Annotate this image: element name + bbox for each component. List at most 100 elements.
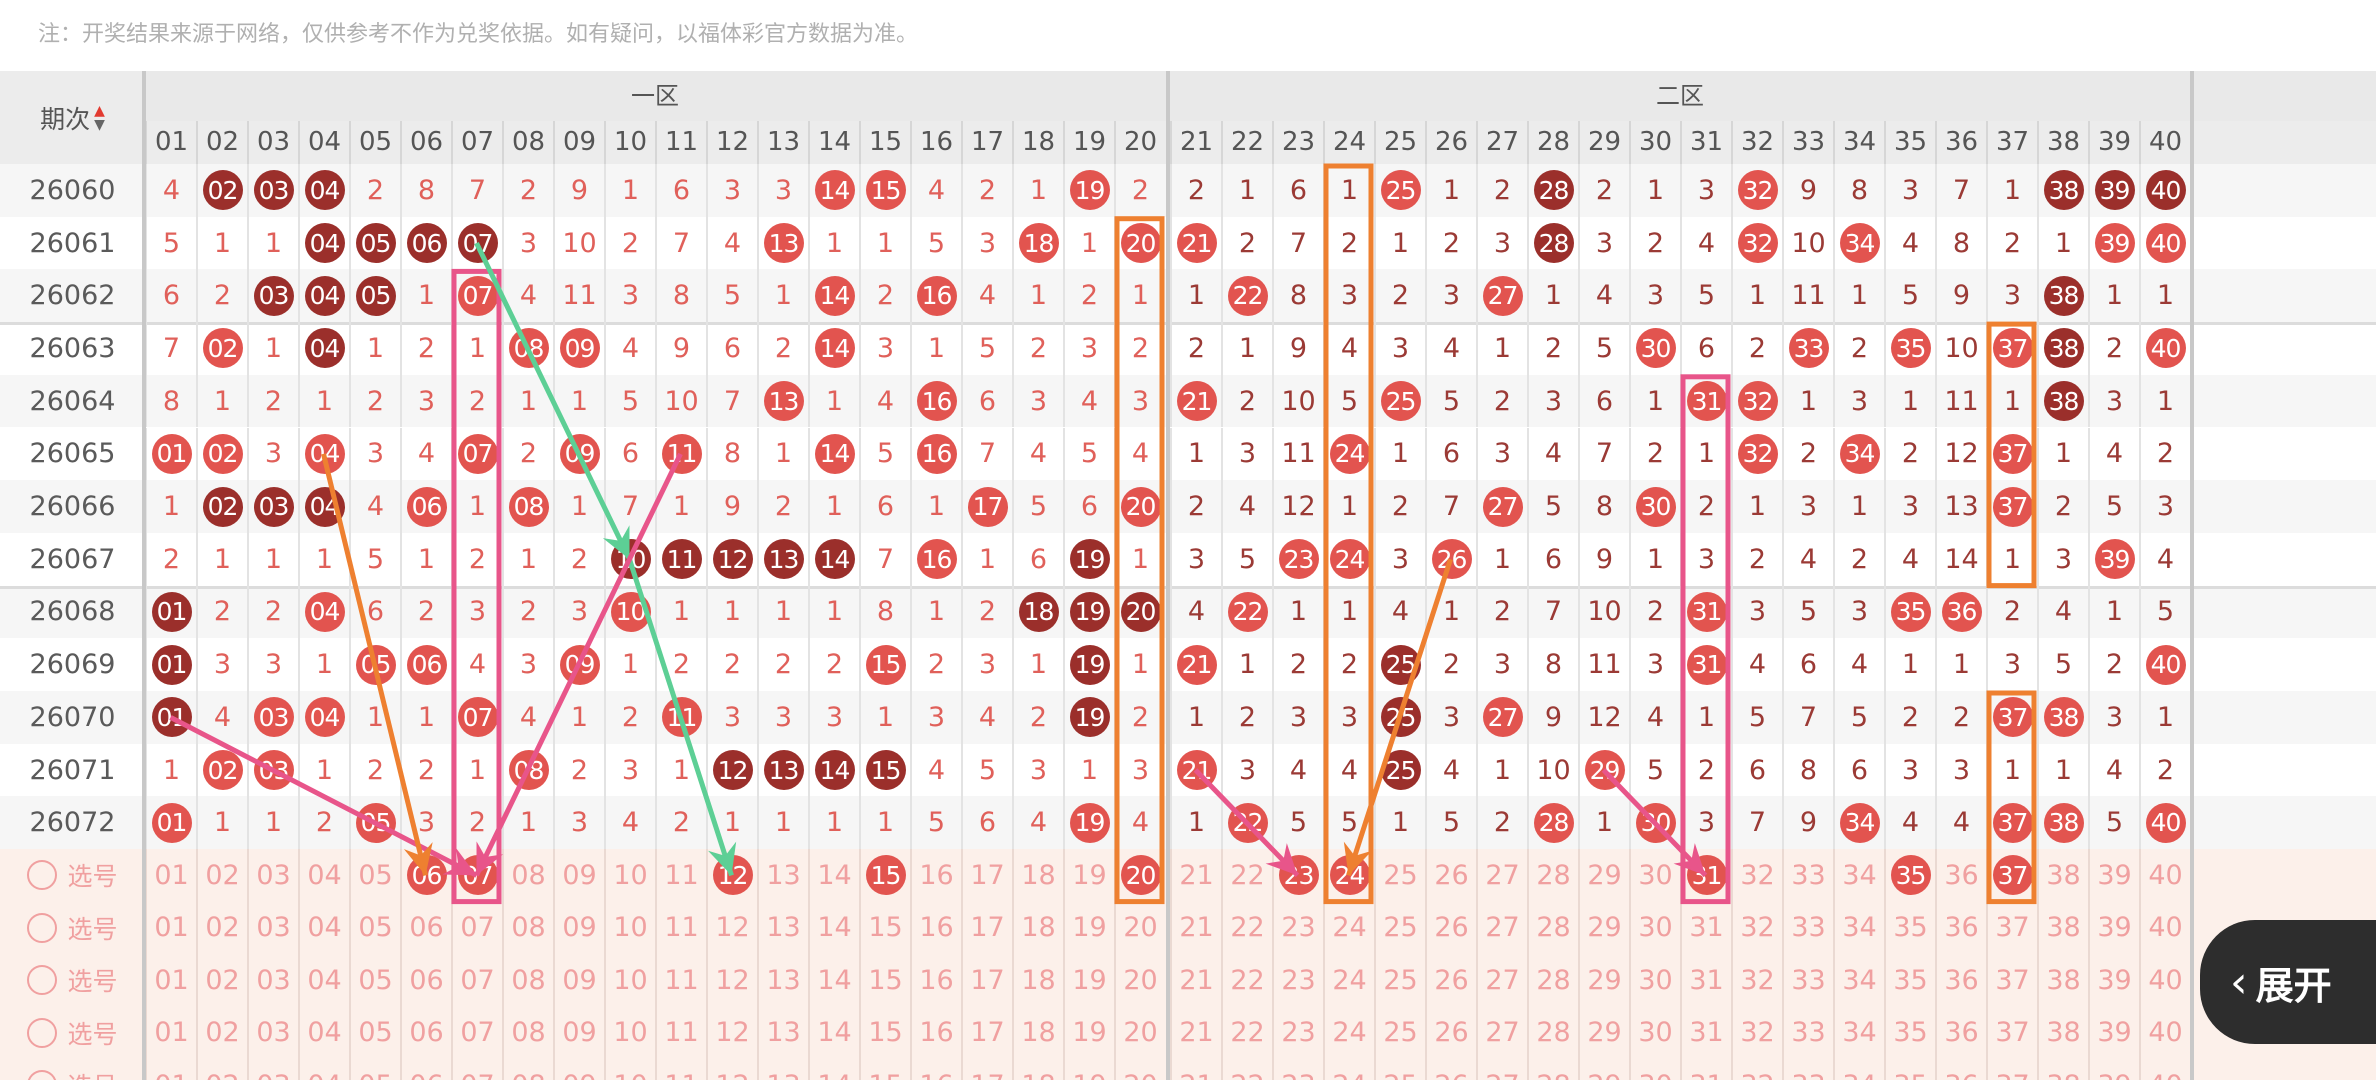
select-number-19[interactable]: 19 bbox=[1063, 954, 1114, 1007]
select-number-32[interactable]: 32 bbox=[1731, 954, 1782, 1007]
number-header-06[interactable]: 06 bbox=[400, 121, 451, 164]
select-number-06[interactable]: 06 bbox=[400, 901, 451, 955]
select-number-21[interactable]: 21 bbox=[1170, 1006, 1221, 1060]
select-number-01[interactable]: 01 bbox=[145, 849, 196, 902]
number-header-14[interactable]: 14 bbox=[808, 121, 859, 164]
selected-ball[interactable]: 07 bbox=[457, 855, 498, 896]
select-row-label[interactable]: 选号 bbox=[0, 902, 145, 955]
select-number-29[interactable]: 29 bbox=[1578, 954, 1629, 1007]
select-number-28[interactable]: 28 bbox=[1527, 901, 1578, 955]
number-header-20[interactable]: 20 bbox=[1114, 121, 1165, 164]
select-number-10[interactable]: 10 bbox=[604, 1006, 655, 1060]
select-number-19[interactable]: 19 bbox=[1063, 901, 1114, 955]
select-number-27[interactable]: 27 bbox=[1476, 1059, 1527, 1080]
expand-button[interactable]: ‹ 展开 bbox=[2200, 920, 2376, 1044]
select-number-17[interactable]: 17 bbox=[961, 1006, 1012, 1060]
number-header-40[interactable]: 40 bbox=[2139, 121, 2190, 164]
select-number-21[interactable]: 21 bbox=[1170, 901, 1221, 955]
selected-ball[interactable]: 20 bbox=[1120, 855, 1161, 896]
select-number-31[interactable]: 31 bbox=[1680, 1059, 1731, 1080]
select-number-36[interactable]: 36 bbox=[1935, 1006, 1986, 1060]
select-number-11[interactable]: 11 bbox=[655, 849, 706, 902]
select-number-10[interactable]: 10 bbox=[604, 901, 655, 955]
number-header-29[interactable]: 29 bbox=[1578, 121, 1629, 164]
select-number-01[interactable]: 01 bbox=[145, 1006, 196, 1060]
select-number-15[interactable]: 15 bbox=[859, 1059, 910, 1080]
select-number-34[interactable]: 34 bbox=[1833, 1006, 1884, 1060]
number-header-05[interactable]: 05 bbox=[349, 121, 400, 164]
number-header-21[interactable]: 21 bbox=[1170, 121, 1221, 164]
select-number-14[interactable]: 14 bbox=[808, 1006, 859, 1060]
select-number-24[interactable]: 24 bbox=[1323, 954, 1374, 1007]
select-number-18[interactable]: 18 bbox=[1012, 901, 1063, 955]
select-number-13[interactable]: 13 bbox=[757, 1006, 808, 1060]
number-header-28[interactable]: 28 bbox=[1527, 121, 1578, 164]
select-number-11[interactable]: 11 bbox=[655, 1006, 706, 1060]
select-number-25[interactable]: 25 bbox=[1374, 1006, 1425, 1060]
select-number-08[interactable]: 08 bbox=[502, 954, 553, 1007]
select-number-07[interactable]: 07 bbox=[451, 901, 502, 955]
select-number-13[interactable]: 13 bbox=[757, 1059, 808, 1080]
select-number-40[interactable]: 40 bbox=[2139, 849, 2190, 902]
selected-ball[interactable]: 37 bbox=[1992, 855, 2033, 896]
number-header-19[interactable]: 19 bbox=[1063, 121, 1114, 164]
number-header-27[interactable]: 27 bbox=[1476, 121, 1527, 164]
select-number-27[interactable]: 27 bbox=[1476, 849, 1527, 902]
select-number-02[interactable]: 02 bbox=[196, 1059, 247, 1080]
select-number-12[interactable]: 12 bbox=[706, 1006, 757, 1060]
select-number-37[interactable]: 37 bbox=[1986, 849, 2037, 902]
select-number-35[interactable]: 35 bbox=[1884, 849, 1935, 902]
select-number-37[interactable]: 37 bbox=[1986, 901, 2037, 955]
select-number-36[interactable]: 36 bbox=[1935, 849, 1986, 902]
select-number-30[interactable]: 30 bbox=[1629, 1059, 1680, 1080]
select-number-02[interactable]: 02 bbox=[196, 1006, 247, 1060]
select-number-14[interactable]: 14 bbox=[808, 901, 859, 955]
select-number-32[interactable]: 32 bbox=[1731, 849, 1782, 902]
number-header-09[interactable]: 09 bbox=[553, 121, 604, 164]
select-number-17[interactable]: 17 bbox=[961, 849, 1012, 902]
select-number-18[interactable]: 18 bbox=[1012, 1006, 1063, 1060]
number-header-31[interactable]: 31 bbox=[1680, 121, 1731, 164]
select-number-28[interactable]: 28 bbox=[1527, 849, 1578, 902]
select-number-38[interactable]: 38 bbox=[2037, 1059, 2088, 1080]
select-number-26[interactable]: 26 bbox=[1425, 901, 1476, 955]
select-number-03[interactable]: 03 bbox=[247, 849, 298, 902]
select-number-36[interactable]: 36 bbox=[1935, 901, 1986, 955]
select-number-29[interactable]: 29 bbox=[1578, 1059, 1629, 1080]
select-number-26[interactable]: 26 bbox=[1425, 849, 1476, 902]
select-number-28[interactable]: 28 bbox=[1527, 954, 1578, 1007]
select-number-19[interactable]: 19 bbox=[1063, 1006, 1114, 1060]
number-header-24[interactable]: 24 bbox=[1323, 121, 1374, 164]
select-number-20[interactable]: 20 bbox=[1114, 954, 1165, 1007]
select-number-09[interactable]: 09 bbox=[553, 849, 604, 902]
select-number-30[interactable]: 30 bbox=[1629, 954, 1680, 1007]
select-number-02[interactable]: 02 bbox=[196, 954, 247, 1007]
selected-ball[interactable]: 35 bbox=[1890, 855, 1931, 896]
select-number-40[interactable]: 40 bbox=[2139, 901, 2190, 955]
select-number-29[interactable]: 29 bbox=[1578, 1006, 1629, 1060]
selected-ball[interactable]: 23 bbox=[1278, 855, 1319, 896]
select-number-14[interactable]: 14 bbox=[808, 849, 859, 902]
number-header-17[interactable]: 17 bbox=[961, 121, 1012, 164]
number-header-35[interactable]: 35 bbox=[1884, 121, 1935, 164]
select-number-11[interactable]: 11 bbox=[655, 1059, 706, 1080]
number-header-25[interactable]: 25 bbox=[1374, 121, 1425, 164]
select-number-34[interactable]: 34 bbox=[1833, 954, 1884, 1007]
select-number-31[interactable]: 31 bbox=[1680, 901, 1731, 955]
select-number-14[interactable]: 14 bbox=[808, 954, 859, 1007]
select-number-16[interactable]: 16 bbox=[910, 1006, 961, 1060]
number-header-37[interactable]: 37 bbox=[1986, 121, 2037, 164]
select-number-03[interactable]: 03 bbox=[247, 954, 298, 1007]
selected-ball[interactable]: 31 bbox=[1686, 855, 1727, 896]
select-number-23[interactable]: 23 bbox=[1272, 954, 1323, 1007]
select-number-03[interactable]: 03 bbox=[247, 1059, 298, 1080]
select-number-17[interactable]: 17 bbox=[961, 1059, 1012, 1080]
select-number-24[interactable]: 24 bbox=[1323, 1059, 1374, 1080]
select-number-25[interactable]: 25 bbox=[1374, 954, 1425, 1007]
select-number-01[interactable]: 01 bbox=[145, 901, 196, 955]
select-number-22[interactable]: 22 bbox=[1221, 954, 1272, 1007]
number-header-08[interactable]: 08 bbox=[502, 121, 553, 164]
select-number-19[interactable]: 19 bbox=[1063, 849, 1114, 902]
select-number-36[interactable]: 36 bbox=[1935, 1059, 1986, 1080]
number-header-15[interactable]: 15 bbox=[859, 121, 910, 164]
